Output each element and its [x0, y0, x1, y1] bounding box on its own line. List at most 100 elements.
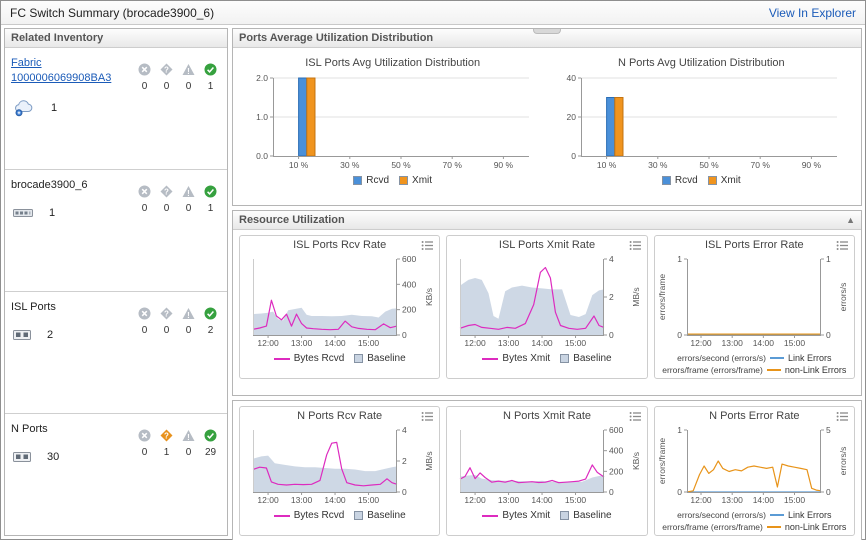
normal-status-count: 2 — [207, 325, 214, 336]
legend-item: non-Link Errors — [766, 521, 847, 533]
inventory-item-name[interactable]: Fabric 1000006069908BA3 — [11, 57, 112, 84]
svg-text:errors/s: errors/s — [838, 447, 848, 476]
related-inventory-title: Related Inventory — [11, 32, 104, 44]
chart-menu-icon[interactable] — [836, 411, 849, 422]
chart-title: ISL Ports Error Rate — [705, 239, 804, 251]
inventory-item-name[interactable]: brocade3900_6 — [11, 179, 88, 191]
chart-legend: errors/second (errors/s) Link Errors error… — [657, 509, 852, 533]
chart-menu-icon[interactable] — [421, 411, 434, 422]
legend-row: Rcvd Xmit — [661, 174, 741, 187]
ports-icon — [13, 451, 31, 463]
svg-text:400: 400 — [609, 446, 623, 456]
svg-text:KB/s: KB/s — [424, 288, 434, 306]
view-in-explorer-link[interactable]: View In Explorer — [768, 5, 856, 20]
svg-text:?: ? — [164, 431, 169, 440]
inventory-item-iconrow: 1 — [11, 207, 129, 219]
isl-ports-xmit-rate-chart: ISL Ports Xmit Rate 12:00 13:00 14:00 15:00 0… — [446, 235, 648, 379]
chart-title-row: N Ports Error Rate — [657, 410, 852, 424]
svg-text:15:00: 15:00 — [358, 495, 380, 505]
chart-legend: Bytes Xmit Baseline — [449, 509, 644, 522]
svg-text:15:00: 15:00 — [565, 338, 587, 348]
isl-err-plot: 12:00 13:00 14:00 15:00 0 1 0 1 errors/frame erro… — [657, 254, 848, 348]
inventory-item-count: 30 — [47, 450, 60, 463]
svg-text:?: ? — [164, 65, 169, 74]
svg-text:13:00: 13:00 — [498, 338, 520, 348]
legend-label: non-Link Errors — [784, 522, 847, 532]
svg-text:90 %: 90 % — [802, 160, 822, 170]
inventory-item-name[interactable]: N Ports — [11, 423, 48, 435]
switch-icon — [13, 207, 33, 219]
svg-text:10 %: 10 % — [289, 160, 309, 170]
inventory-row[interactable]: brocade3900_6 1 0? 0! 0 1 — [5, 170, 227, 292]
chart-menu-icon[interactable] — [836, 240, 849, 251]
normal-status-count: 1 — [207, 81, 214, 92]
chart-menu-icon[interactable] — [629, 240, 642, 251]
inventory-row[interactable]: N Ports 30 0? 1! 0 29 — [5, 414, 227, 535]
n-charts-row: N Ports Rcv Rate 12:00 13:00 14:00 15:00 0 2 4 M… — [233, 401, 861, 540]
chart-title-row: ISL Ports Error Rate — [657, 239, 852, 253]
svg-text:0: 0 — [609, 487, 614, 497]
legend-row: errors/second (errors/s) Link Errors — [677, 352, 831, 364]
chart-title-row: N Ports Rcv Rate — [242, 410, 437, 424]
legend-item: Rcvd — [661, 174, 698, 187]
status-summary: 0? 1! 0 29 — [136, 422, 221, 527]
legend-box-swatch — [560, 354, 570, 363]
svg-text:2: 2 — [402, 456, 407, 466]
svg-text:errors/frame: errors/frame — [657, 438, 667, 485]
chart-plot-area: 12:00 13:00 14:00 15:00 0 2 4 MB/s — [449, 254, 644, 350]
legend-label: Baseline — [367, 510, 406, 521]
legend-label: Rcvd — [674, 175, 698, 186]
svg-text:70 %: 70 % — [751, 160, 771, 170]
chart-plot-area: 10 % 30 % 50 % 70 % 90 % 0.0 1.0 2.0 — [240, 72, 546, 172]
inventory-item-name[interactable]: ISL Ports — [11, 301, 56, 313]
chart-title-row: N Ports Xmit Rate — [449, 410, 644, 424]
legend-item: Baseline — [354, 352, 406, 365]
legend-item: Baseline — [560, 352, 612, 365]
svg-text:!: ! — [187, 311, 190, 320]
svg-text:14:00: 14:00 — [531, 338, 553, 348]
svg-text:50 %: 50 % — [391, 160, 411, 170]
svg-text:errors/frame: errors/frame — [657, 274, 667, 321]
ports-distribution-header: Ports Average Utilization Distribution — [233, 29, 861, 48]
unknown-status-count: 0 — [163, 203, 170, 214]
svg-text:2.0: 2.0 — [256, 73, 268, 83]
inventory-row[interactable]: ISL Ports 2 0? 0! 0 2 — [5, 292, 227, 414]
chart-title-row: N Ports Avg Utilization Distribution — [548, 57, 854, 71]
ports-panel-collapse-handle[interactable] — [533, 29, 561, 34]
inventory-item-count: 2 — [47, 328, 54, 341]
normal-status-count: 29 — [204, 447, 217, 458]
svg-text:600: 600 — [609, 425, 623, 435]
ports-distribution-charts-row: ISL Ports Avg Utilization Distribution 10… — [233, 48, 861, 189]
status-column-unknown: ? 0 — [158, 185, 175, 283]
status-column-unknown: ? 0 — [158, 63, 175, 161]
legend-label: Link Errors — [787, 353, 832, 363]
inventory-item-info: N Ports 30 — [11, 422, 129, 527]
chart-menu-icon[interactable] — [421, 240, 434, 251]
legend-row: Bytes Rcvd Baseline — [273, 352, 406, 365]
legend-box-swatch — [661, 176, 671, 185]
inventory-item-info: ISL Ports 2 — [11, 300, 129, 405]
inventory-row[interactable]: Fabric 1000006069908BA3 1 0? 0! 0 1 — [5, 48, 227, 170]
chart-plot-area: 12:00 13:00 14:00 15:00 0 1 0 1 errors/frame erro… — [657, 254, 852, 350]
legend-row: Bytes Xmit Baseline — [482, 509, 612, 522]
svg-text:!: ! — [187, 67, 190, 76]
legend-axis-label: errors/frame (errors/frame) — [662, 365, 763, 375]
legend-label: Baseline — [573, 510, 612, 521]
normal-status-icon — [202, 185, 219, 198]
svg-text:MB/s: MB/s — [631, 287, 641, 306]
status-column-warning: ! 0 — [180, 63, 197, 161]
svg-text:1: 1 — [678, 425, 683, 435]
legend-item: Bytes Xmit — [482, 509, 550, 522]
svg-text:1: 1 — [826, 254, 831, 264]
warning-status-count: 0 — [185, 81, 192, 92]
svg-text:400: 400 — [402, 279, 416, 289]
chart-menu-icon[interactable] — [629, 411, 642, 422]
resource-utilization-collapse-icon[interactable]: ▲ — [846, 215, 855, 225]
chart-title: ISL Ports Rcv Rate — [293, 239, 387, 251]
svg-text:MB/s: MB/s — [424, 451, 434, 470]
page-title: FC Switch Summary (brocade3900_6) — [10, 5, 215, 20]
svg-text:12:00: 12:00 — [464, 338, 486, 348]
status-column-warning: ! 0 — [180, 185, 197, 283]
legend-line-swatch — [273, 514, 290, 517]
legend-box-swatch — [354, 354, 364, 363]
